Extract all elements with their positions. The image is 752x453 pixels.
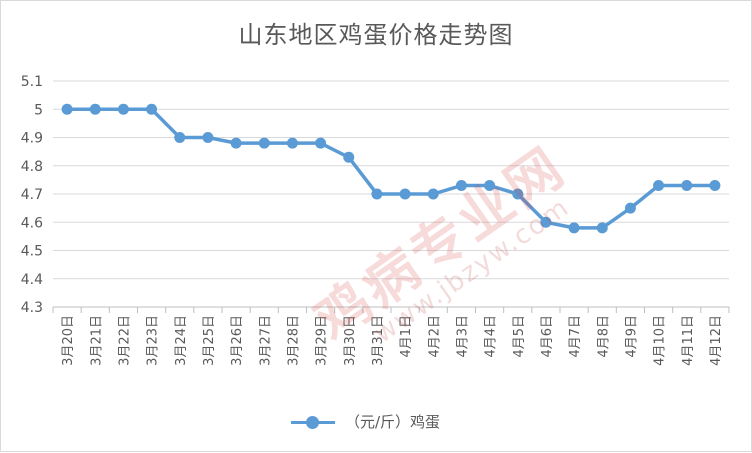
legend-label: （元/斤）鸡蛋 bbox=[345, 413, 441, 431]
x-tick-label: 4月5日 bbox=[512, 315, 527, 358]
data-point bbox=[202, 132, 214, 143]
x-tick-label: 4月6日 bbox=[540, 315, 555, 358]
x-tick-label: 4月7日 bbox=[568, 315, 583, 358]
data-point bbox=[399, 188, 411, 200]
data-point bbox=[258, 137, 270, 149]
data-point bbox=[653, 180, 665, 192]
x-tick-label: 3月29日 bbox=[315, 315, 330, 366]
y-tick-label: 5.1 bbox=[21, 74, 43, 90]
legend: （元/斤）鸡蛋 bbox=[291, 411, 440, 432]
x-tick-label: 4月10日 bbox=[653, 315, 668, 366]
chart-title: 山东地区鸡蛋价格走势图 bbox=[238, 21, 514, 49]
y-tick-label: 5 bbox=[34, 102, 43, 118]
y-tick-label: 4.3 bbox=[21, 300, 43, 316]
data-point bbox=[455, 180, 467, 192]
x-tick-label: 3月27日 bbox=[258, 315, 273, 366]
x-tick-label: 3月25日 bbox=[202, 315, 217, 366]
data-point bbox=[624, 202, 636, 214]
y-tick-label: 4.9 bbox=[21, 131, 43, 147]
data-point bbox=[89, 103, 101, 115]
y-tick-label: 4.6 bbox=[21, 215, 43, 231]
data-point bbox=[286, 137, 298, 149]
x-tick-label: 3月20日 bbox=[61, 315, 76, 366]
data-point bbox=[315, 137, 327, 149]
data-point bbox=[484, 180, 496, 192]
x-tick-label: 4月12日 bbox=[709, 315, 724, 366]
data-point bbox=[371, 188, 383, 200]
x-tick-label: 3月22日 bbox=[117, 315, 132, 366]
x-tick-label: 4月11日 bbox=[681, 315, 696, 366]
legend-marker-icon bbox=[291, 414, 335, 430]
x-tick-label: 3月23日 bbox=[146, 315, 161, 366]
series-line bbox=[67, 107, 715, 230]
x-tick-label: 4月9日 bbox=[624, 315, 639, 358]
x-tick-label: 4月8日 bbox=[596, 315, 611, 358]
data-point bbox=[343, 151, 355, 163]
y-tick-label: 4.5 bbox=[21, 244, 43, 260]
x-tick-label: 4月4日 bbox=[484, 315, 499, 358]
x-tick-label: 3月26日 bbox=[230, 315, 245, 366]
x-tick-label: 3月28日 bbox=[286, 315, 301, 366]
x-tick-label: 3月24日 bbox=[174, 315, 189, 366]
data-point bbox=[174, 132, 186, 143]
x-tick-label: 4月2日 bbox=[427, 315, 442, 358]
x-tick-label: 3月21日 bbox=[89, 315, 104, 366]
data-point bbox=[709, 180, 721, 192]
x-tick-label: 3月31日 bbox=[371, 315, 386, 366]
data-point bbox=[568, 222, 580, 234]
y-tick-label: 4.7 bbox=[21, 187, 43, 203]
y-tick-label: 4.8 bbox=[21, 159, 43, 175]
data-point bbox=[596, 222, 608, 234]
data-point bbox=[61, 103, 73, 115]
x-tick-label: 3月30日 bbox=[343, 315, 358, 366]
y-tick-label: 4.4 bbox=[21, 272, 43, 288]
data-point bbox=[681, 180, 693, 192]
data-point bbox=[230, 137, 242, 149]
data-point bbox=[540, 216, 552, 228]
data-point bbox=[512, 188, 524, 200]
x-tick-label: 4月3日 bbox=[455, 315, 470, 358]
data-point bbox=[146, 103, 158, 115]
data-point bbox=[117, 103, 129, 115]
data-point bbox=[427, 188, 439, 200]
x-tick-label: 4月1日 bbox=[399, 315, 414, 358]
